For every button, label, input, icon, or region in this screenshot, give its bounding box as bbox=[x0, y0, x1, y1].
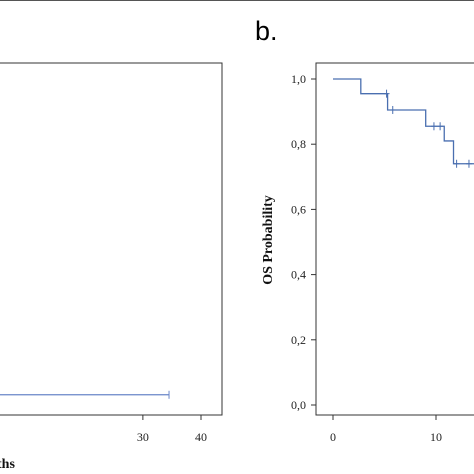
panel-letter-b: b. bbox=[255, 16, 278, 46]
right-y-tick-label: 0,4 bbox=[291, 268, 306, 282]
right-x-tick-label: 0 bbox=[330, 430, 336, 444]
right-y-axis-title: OS Probability bbox=[261, 195, 276, 285]
right-y-tick-label: 1,0 bbox=[291, 72, 306, 86]
right-y-tick-label: 0,0 bbox=[291, 398, 306, 412]
left-plot-frame bbox=[0, 62, 223, 416]
right-y-tick-label: 0,8 bbox=[291, 137, 306, 151]
left-x-tick-label: 40 bbox=[195, 430, 207, 444]
left-chart: 30 40 ths bbox=[0, 62, 223, 472]
left-x-tick-label: 30 bbox=[137, 430, 149, 444]
right-x-tick-label: 10 bbox=[430, 430, 442, 444]
right-chart: b. 0,0 0,2 0,4 0,6 0,8 1,0 0 10 OS Probability bbox=[255, 16, 474, 444]
right-survival-curve bbox=[333, 78, 474, 165]
right-y-tick-label: 0,2 bbox=[291, 333, 306, 347]
right-plot-frame bbox=[315, 62, 474, 416]
left-x-axis-title: ths bbox=[0, 457, 15, 472]
right-y-tick-label: 0,6 bbox=[291, 202, 306, 216]
